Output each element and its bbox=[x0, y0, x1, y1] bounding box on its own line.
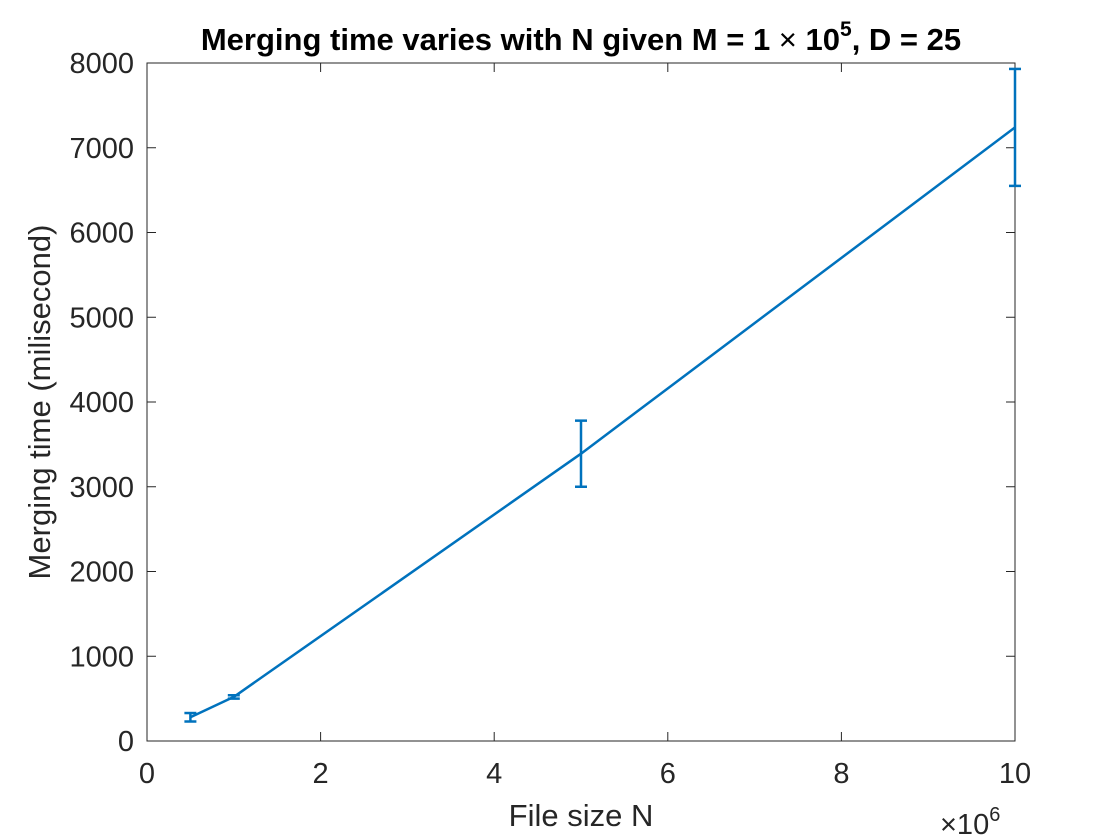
x-tick-label: 10 bbox=[999, 758, 1031, 790]
error-bar bbox=[227, 693, 240, 700]
y-tick-label: 3000 bbox=[69, 472, 134, 504]
x-tick-label: 8 bbox=[833, 758, 849, 790]
y-tick-label: 4000 bbox=[69, 387, 134, 419]
x-tick-label: 0 bbox=[139, 758, 155, 790]
chart-title: Merging time varies with N given M = 1 ×… bbox=[201, 18, 961, 57]
x-tick-label: 4 bbox=[486, 758, 502, 790]
y-tick-label: 2000 bbox=[69, 557, 134, 589]
x-axis-label: File size N bbox=[509, 798, 654, 833]
y-tick-label: 1000 bbox=[69, 641, 134, 673]
x-axis-multiplier: ×106 bbox=[940, 804, 1000, 840]
x-tick-label: 2 bbox=[313, 758, 329, 790]
y-tick-label: 6000 bbox=[69, 218, 134, 250]
y-tick-label: 0 bbox=[118, 726, 134, 758]
x-tick-label: 6 bbox=[660, 758, 676, 790]
y-tick-label: 7000 bbox=[69, 133, 134, 165]
y-tick-label: 8000 bbox=[69, 48, 134, 80]
error-bar bbox=[184, 711, 197, 723]
error-bar bbox=[575, 419, 587, 488]
error-bar bbox=[1009, 67, 1021, 188]
y-axis-label: Merging time (milisecond) bbox=[22, 225, 57, 580]
y-tick-label: 5000 bbox=[69, 302, 134, 334]
series-line bbox=[189, 126, 1016, 719]
